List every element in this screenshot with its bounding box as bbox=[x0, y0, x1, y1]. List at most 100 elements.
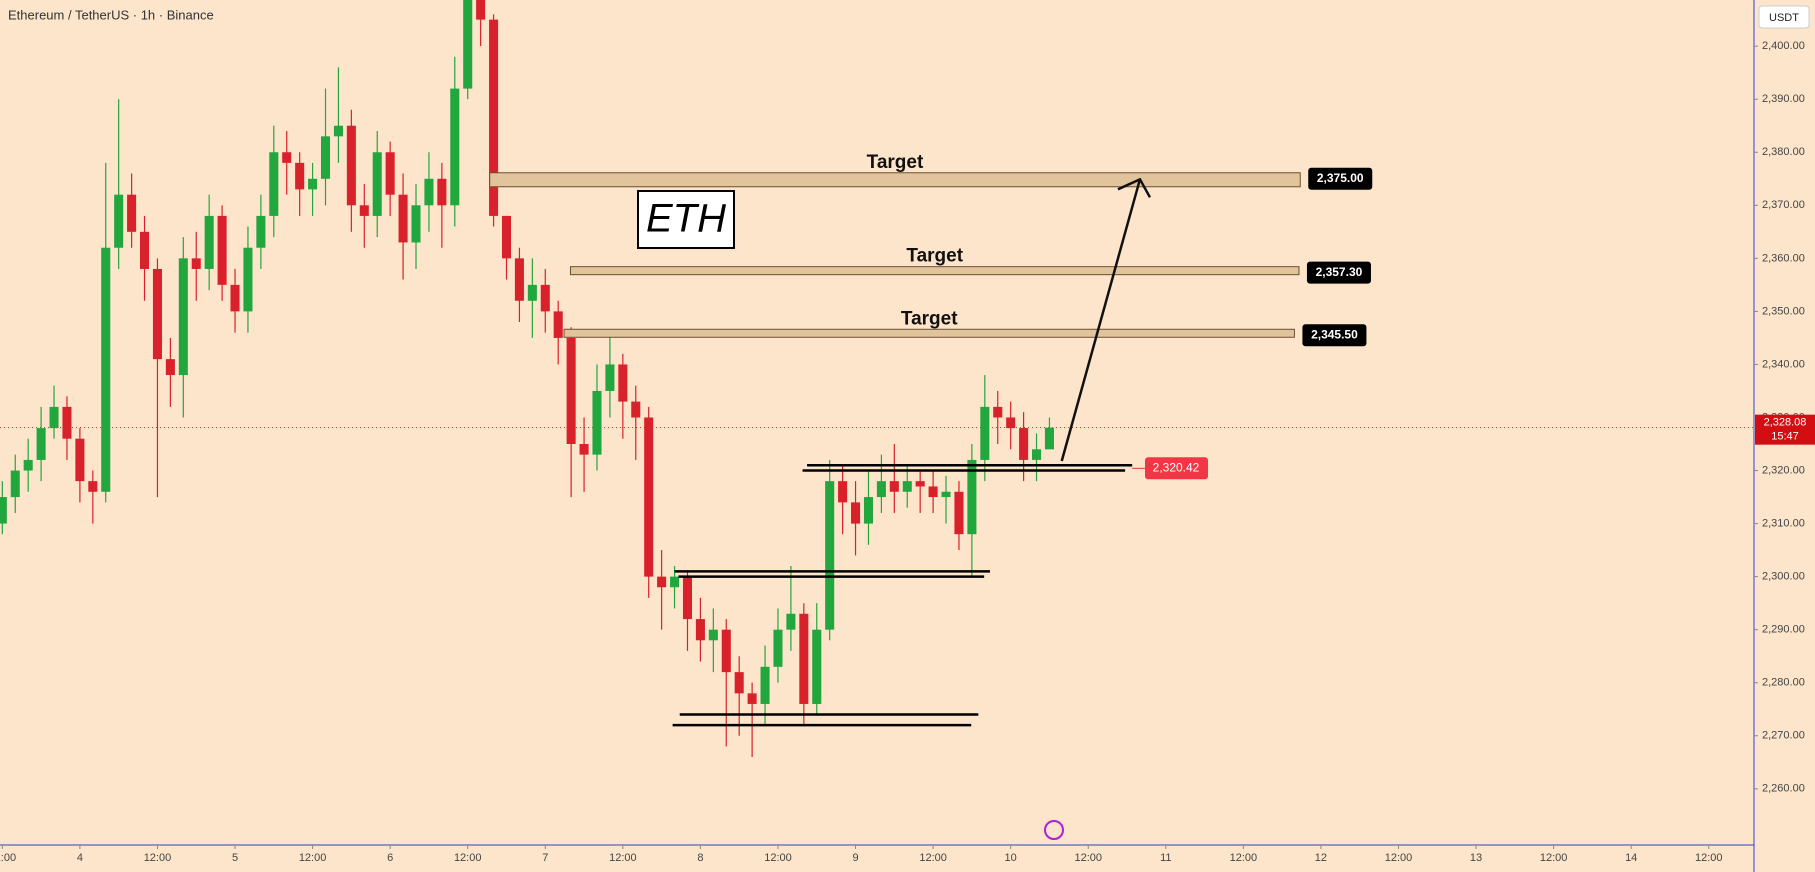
x-tick-label: 7 bbox=[542, 852, 548, 864]
eth-badge-box bbox=[637, 190, 735, 249]
y-tick-label: 2,340.00 bbox=[1762, 358, 1805, 370]
candle-body bbox=[1019, 428, 1029, 460]
x-tick-label: 12:00 bbox=[919, 852, 947, 864]
candle-body bbox=[476, 0, 486, 20]
candle-body bbox=[876, 481, 886, 498]
x-tick-label: 12:00 bbox=[609, 852, 637, 864]
candle-body bbox=[295, 162, 305, 190]
candle-body bbox=[333, 125, 343, 137]
x-tick-label: 9 bbox=[852, 852, 858, 864]
candle-body bbox=[36, 428, 46, 460]
target-price: 2,357.30 bbox=[1316, 265, 1363, 279]
x-tick-label: 12:00 bbox=[299, 852, 327, 864]
x-tick-label: 4 bbox=[77, 852, 83, 864]
y-tick-label: 2,390.00 bbox=[1762, 93, 1805, 105]
candle-body bbox=[592, 390, 602, 455]
candle-body bbox=[152, 268, 162, 360]
candle-body bbox=[527, 284, 537, 301]
y-tick-label: 2,310.00 bbox=[1762, 517, 1805, 529]
candle-body bbox=[838, 481, 848, 503]
candle-body bbox=[773, 629, 783, 667]
x-tick-label: 12:00 bbox=[764, 852, 792, 864]
currency-label: USDT bbox=[1769, 12, 1799, 24]
candle-body bbox=[165, 359, 175, 376]
candle-body bbox=[631, 401, 641, 418]
candle-body bbox=[1044, 427, 1054, 450]
logo-icon bbox=[1044, 820, 1064, 840]
candle-body bbox=[928, 486, 938, 498]
candle-body bbox=[644, 417, 654, 577]
projection-arrow bbox=[1060, 178, 1142, 462]
y-tick-label: 2,290.00 bbox=[1762, 624, 1805, 636]
candle-body bbox=[243, 247, 253, 312]
x-tick-label: 12:00 bbox=[1230, 852, 1258, 864]
target-price: 2,345.50 bbox=[1311, 327, 1358, 341]
candle-body bbox=[566, 337, 576, 445]
candle-body bbox=[889, 481, 899, 492]
candle-body bbox=[0, 497, 7, 524]
candle-body bbox=[140, 231, 150, 269]
target-label: Target bbox=[901, 308, 958, 329]
candle-body bbox=[256, 215, 266, 248]
candle-body bbox=[62, 406, 72, 439]
candle-body bbox=[385, 152, 395, 195]
candle-body bbox=[941, 491, 951, 498]
candle-body bbox=[23, 459, 33, 471]
candle-body bbox=[359, 205, 369, 216]
candle-body bbox=[398, 194, 408, 243]
candle-body bbox=[799, 613, 809, 704]
candle-body bbox=[618, 364, 628, 402]
target-zone bbox=[569, 266, 1300, 276]
candle-body bbox=[514, 258, 524, 301]
candle-body bbox=[269, 152, 279, 216]
candle-body bbox=[75, 438, 85, 482]
candle-body bbox=[657, 576, 667, 588]
x-tick-label: 8 bbox=[697, 852, 703, 864]
candle-body bbox=[605, 364, 615, 391]
y-tick-label: 2,400.00 bbox=[1762, 40, 1805, 52]
candle-body bbox=[734, 672, 744, 694]
candle-body bbox=[825, 481, 835, 630]
candle-body bbox=[450, 88, 460, 206]
last-price-label: 2,328.08 bbox=[1764, 417, 1807, 429]
candle-body bbox=[553, 311, 563, 338]
x-tick-label: 12:00 bbox=[0, 852, 16, 864]
y-tick-label: 2,360.00 bbox=[1762, 252, 1805, 264]
candle-body bbox=[540, 284, 550, 312]
currency-box bbox=[1758, 5, 1810, 29]
candle-body bbox=[682, 576, 693, 620]
candle-body bbox=[863, 497, 873, 524]
x-tick-label: 12:00 bbox=[454, 852, 482, 864]
candle-body bbox=[282, 152, 292, 163]
candle-body bbox=[49, 406, 59, 429]
candle-body bbox=[579, 444, 589, 455]
candle-body bbox=[424, 178, 434, 206]
y-tick-label: 2,320.00 bbox=[1762, 464, 1805, 476]
candle-body bbox=[1006, 417, 1016, 429]
x-tick-label: 14 bbox=[1625, 852, 1637, 864]
x-tick-label: 5 bbox=[232, 852, 238, 864]
x-tick-label: 12:00 bbox=[1074, 852, 1102, 864]
candle-body bbox=[114, 194, 124, 248]
x-tick-label: 13 bbox=[1470, 852, 1482, 864]
target-price-box bbox=[1302, 324, 1367, 347]
candle-body bbox=[463, 0, 473, 89]
target-price-box bbox=[1308, 167, 1373, 190]
candle-body bbox=[437, 178, 447, 206]
y-tick-label: 2,270.00 bbox=[1762, 730, 1805, 742]
candle-body bbox=[993, 406, 1003, 418]
candle-body bbox=[411, 205, 421, 243]
candle-body bbox=[747, 693, 757, 704]
last-price-countdown: 15:47 bbox=[1771, 431, 1799, 443]
candle-body bbox=[501, 215, 512, 259]
candle-body bbox=[812, 629, 822, 704]
target-label: Target bbox=[906, 246, 963, 267]
candle-body bbox=[915, 481, 925, 487]
candle-body bbox=[204, 215, 214, 269]
target-price: 2,375.00 bbox=[1317, 171, 1364, 185]
candle-body bbox=[217, 215, 227, 285]
y-tick-label: 2,370.00 bbox=[1762, 199, 1805, 211]
candle-body bbox=[1032, 449, 1042, 460]
y-tick-label: 2,300.00 bbox=[1762, 571, 1805, 583]
